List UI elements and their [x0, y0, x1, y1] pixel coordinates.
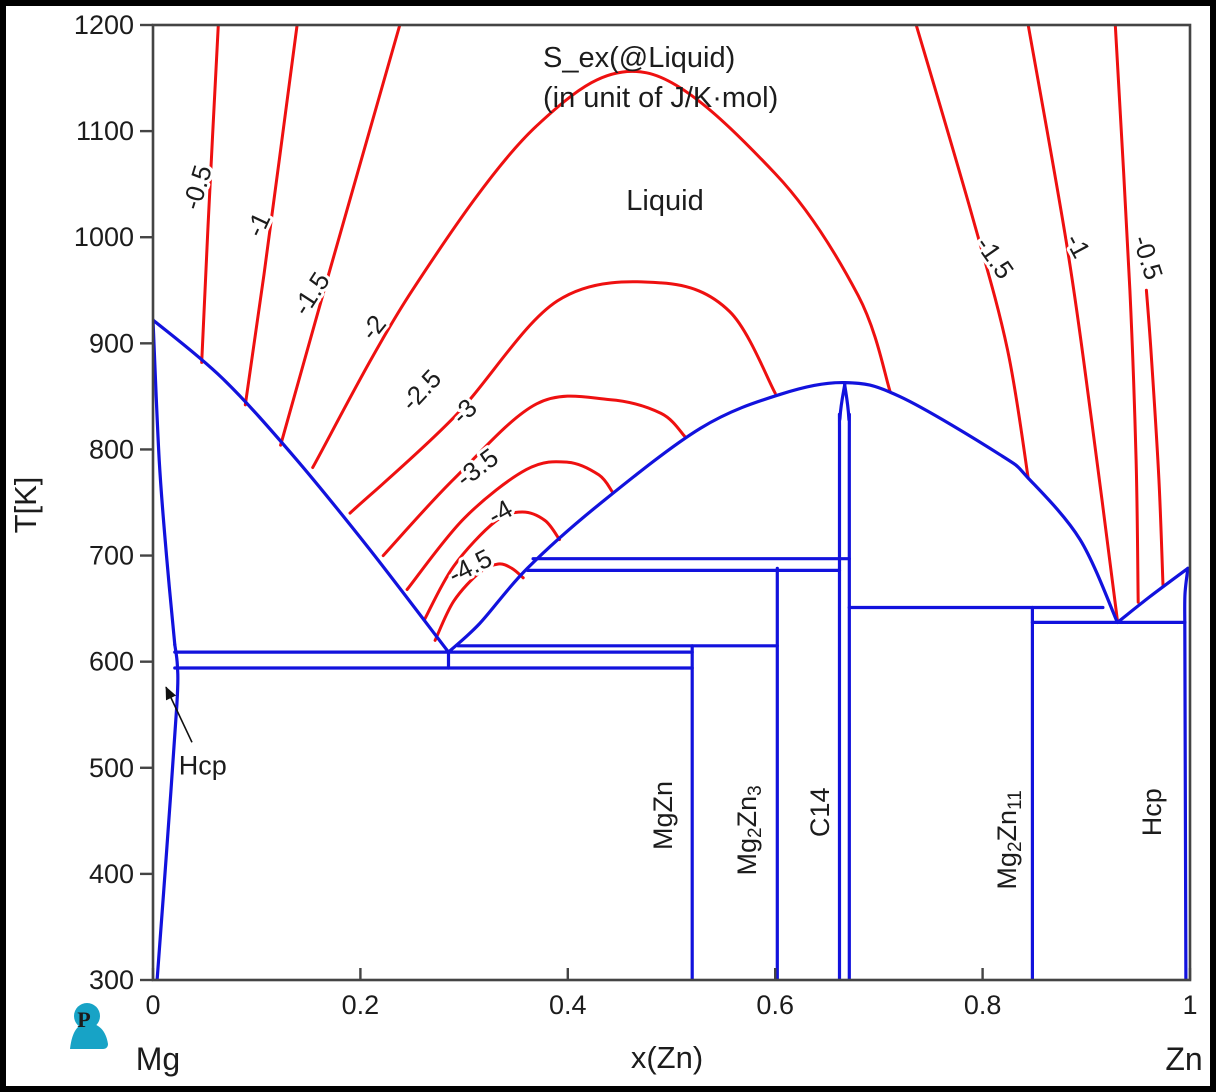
canvas-background [6, 6, 1210, 1086]
x-tick-label-0: 0 [145, 990, 160, 1020]
contour-line--0.5-right [1113, 25, 1140, 604]
x-axis-title: x(Zn) [631, 1040, 703, 1075]
x-tick-label-0.8: 0.8 [964, 990, 1002, 1020]
contour-line--1-left [243, 25, 299, 407]
pandat-logo-icon: P [70, 1003, 108, 1049]
phase-label-Mg2Zn3: Mg2Zn3 [732, 785, 766, 875]
phase-boundary-mg-liquidus [153, 318, 451, 654]
axis-tick-labels: 1200 1100 1000 900 800 700 600 500 400 300 0 0.2 0.4… [74, 10, 1198, 1020]
contour-lines [200, 25, 1165, 642]
contour-line--4-arch [423, 510, 561, 621]
y-tick-label-1000: 1000 [74, 222, 134, 252]
y-tick-label-600: 600 [89, 647, 134, 677]
liquid-region-label: Liquid [626, 185, 703, 217]
phase-label-Mg2Zn11: Mg2Zn11 [992, 790, 1026, 889]
phase-boundary-zn-solidus [1183, 566, 1190, 624]
contour-line--0.5-left [200, 25, 220, 364]
phase-boundary-mg-solidus [153, 318, 177, 647]
y-tick-label-1200: 1200 [74, 10, 134, 40]
logo-letter: P [77, 1007, 90, 1032]
y-tick-label-500: 500 [89, 753, 134, 783]
axis-ticks [140, 23, 1192, 982]
y-tick-label-400: 400 [89, 859, 134, 889]
phase-boundaries [153, 318, 1190, 980]
phase-boundary-mg-hcp-solvus [155, 643, 180, 980]
contour-line--4.5-arch [433, 562, 525, 642]
contour-line--1.5-right [914, 25, 1030, 480]
phase-boundary-zn-liquidus [1115, 566, 1190, 624]
contour-line--1.5-left [279, 25, 402, 447]
phase-label-C14: C14 [805, 788, 835, 838]
contour-line--1-right [1026, 25, 1119, 622]
y-tick-label-300: 300 [89, 965, 134, 995]
phase-boundary-c14-left-boundary [837, 383, 847, 980]
contour-line--2-left-arch [311, 69, 892, 469]
phase-boundary-zn-hcp-solvus [1183, 620, 1188, 980]
x-tick-label-1: 1 [1182, 990, 1197, 1020]
y-axis-title: T[K] [8, 477, 43, 534]
y-tick-label-1100: 1100 [76, 116, 134, 146]
hcp-annotation-arrow [165, 686, 193, 743]
phase-boundary-c14-right-boundary [843, 383, 851, 980]
chart-title: S_ex(@Liquid) [543, 42, 735, 74]
x-endpoint-zn: Zn [1165, 1041, 1202, 1077]
phase-label-Hcp: Hcp [1137, 788, 1167, 836]
contour-line--3-arch [381, 394, 687, 558]
contour-line--2.5-arch [348, 280, 777, 515]
phase-region-labels: MgZn Mg2Zn3 C14 Mg2Zn11 Hcp [648, 781, 1167, 890]
y-tick-label-900: 900 [89, 328, 134, 358]
x-tick-label-0.2: 0.2 [342, 990, 380, 1020]
phase-boundary-mid-liquidus-c14-dome [446, 380, 1119, 654]
x-tick-label-0.4: 0.4 [549, 990, 587, 1020]
phase-label-MgZn: MgZn [648, 781, 678, 850]
contour-line--3.5-arch [405, 460, 614, 591]
y-tick-label-800: 800 [89, 434, 134, 464]
hcp-annotation-label: Hcp [179, 751, 227, 781]
contour-line-aux-right-short [1144, 288, 1165, 587]
y-tick-label-700: 700 [89, 541, 134, 571]
x-endpoint-mg: Mg [136, 1041, 180, 1077]
plot-frame [151, 23, 1192, 982]
chart-subtitle: (in unit of J/K·mol) [543, 82, 778, 114]
x-tick-label-0.6: 0.6 [756, 990, 794, 1020]
